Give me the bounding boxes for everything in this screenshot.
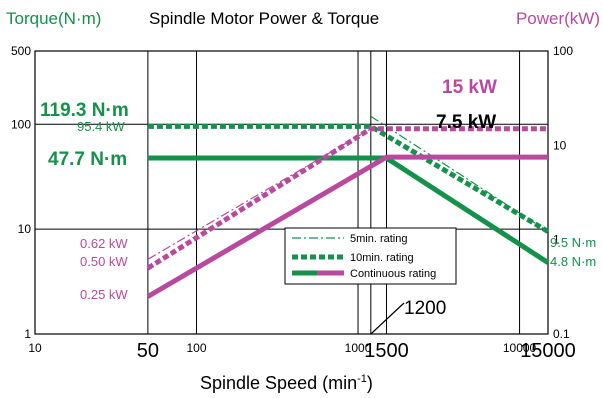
x-axis-title: Spindle Speed (min-1) [200,373,373,393]
power-tick-1: 1 [553,233,560,247]
torque-tick-500: 500 [11,44,31,58]
chart-title: Spindle Motor Power & Torque [149,9,379,28]
legend-label-5min: 5min. rating [350,233,407,245]
x-tick-50: 50 [137,340,159,362]
legend-label-continuous: Continuous rating [350,268,436,280]
torque-end-10min-annotation: 9.5 N·m [550,235,596,250]
x-axis-title-main: Spindle Speed (min [200,373,357,393]
power-tick-labels: 0.1 1 10 100 [553,44,573,341]
power-10min-line [146,126,548,271]
power-10min-annotation: 15 kW [442,77,497,98]
x-tick-1500: 1500 [364,340,409,362]
torque-5min-annotation: 119.3 N·m [40,100,129,121]
torque-10min-line [147,123,550,234]
x-tick-10000: 10000 [503,341,537,355]
torque-tick-labels: 1 10 100 500 [11,44,31,341]
right-axis-title: Power(kW) [516,9,600,28]
speed-callout-line [370,302,405,335]
speed-callout-label: 1200 [404,298,446,319]
series-lines [146,115,550,299]
plot-area [34,50,549,335]
torque-cont-annotation: 47.7 N·m [48,149,127,170]
torque-5min-line [370,115,549,233]
x-tick-10: 10 [28,341,42,355]
x-tick-1000: 1000 [345,341,372,355]
torque-tick-100: 100 [11,117,31,131]
power-start-5min-annotation: 0.62 kW [80,236,128,251]
power-continuous-line [146,154,548,299]
torque-end-cont-annotation: 4.8 N·m [550,254,596,269]
power-tick-0.1: 0.1 [553,327,570,341]
power-cont-annotation: 7.5 kW [436,112,496,133]
torque-tick-1: 1 [24,327,31,341]
gridlines [35,51,548,334]
power-tick-10: 10 [553,138,567,152]
torque-tick-10: 10 [18,222,32,236]
x-axis-title-sup: -1 [357,373,367,385]
x-axis-title-end: ) [367,373,373,393]
legend-label-10min: 10min. rating [350,252,414,264]
power-start-10min-annotation: 0.50 kW [80,254,128,269]
x-tick-100: 100 [187,341,207,355]
power-tick-100: 100 [553,44,573,58]
legend: 5min. rating 10min. rating Continuous rati… [284,227,457,285]
left-axis-title: Torque(N·m) [6,9,101,28]
torque-10min-annotation: 95.4 kW [77,119,125,134]
power-start-cont-annotation: 0.25 kW [80,287,128,302]
x-tick-15000: 15000 [520,340,576,362]
